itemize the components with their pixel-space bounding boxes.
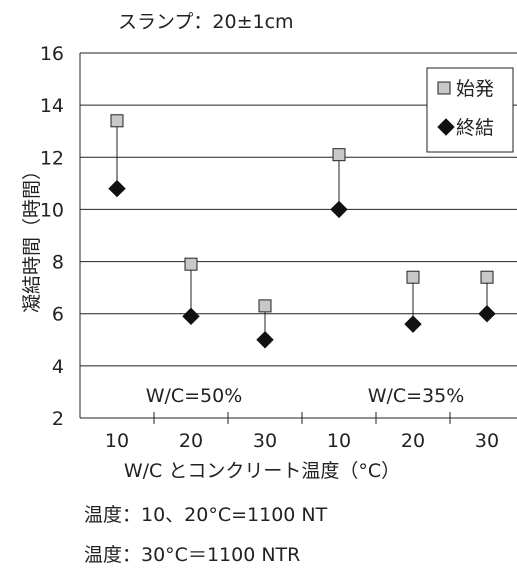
legend-marker-shuketsu (437, 118, 455, 136)
legend-marker-shihatsu (437, 81, 451, 95)
data-point-shuketsu (108, 179, 126, 198)
x-tick-label: 10 (327, 430, 351, 452)
footnote-2: 温度：30°C＝1100 NTR (84, 544, 301, 566)
x-tick-label: 20 (179, 430, 203, 452)
x-tick-label: 10 (105, 430, 129, 452)
group-label: W/C=35% (368, 385, 465, 407)
data-point-shuketsu (256, 331, 274, 349)
x-tick-label: 20 (401, 430, 425, 452)
chart-title: スランプ：20±1cm (118, 11, 294, 33)
footnote-1: 温度：10、20°C=1100 NT (84, 504, 328, 526)
data-point-shihatsu (258, 299, 272, 313)
data-point-shuketsu (182, 307, 200, 326)
x-tick-label: 30 (253, 430, 277, 452)
data-point-shihatsu (406, 270, 420, 284)
y-tick-label-6: 6 (52, 304, 64, 326)
data-point-shuketsu (404, 315, 422, 333)
x-tick-label: 30 (475, 430, 499, 452)
legend-label-shihatsu: 始発 (456, 78, 494, 100)
y-tick-label-10: 10 (40, 199, 64, 221)
y-axis-label: 凝結時間（時間） (21, 161, 43, 313)
data-point-shuketsu (330, 200, 348, 219)
data-point-shihatsu (184, 257, 198, 271)
data-point-shihatsu (480, 270, 494, 284)
data-point-shihatsu (110, 114, 124, 128)
data-point-shihatsu (332, 148, 346, 162)
y-tick-label-12: 12 (40, 147, 64, 169)
x-axis-label: W/C とコンクリート温度（°C） (124, 460, 400, 482)
y-tick-label-4: 4 (52, 356, 64, 378)
legend-label-shuketsu: 終結 (456, 117, 494, 139)
y-tick-label-14: 14 (40, 95, 64, 117)
group-label: W/C=50% (146, 385, 243, 407)
data-point-shuketsu (478, 305, 496, 323)
y-tick-label-2: 2 (52, 408, 64, 430)
y-tick-label-16: 16 (40, 43, 64, 65)
y-tick-label-8: 8 (52, 252, 64, 274)
